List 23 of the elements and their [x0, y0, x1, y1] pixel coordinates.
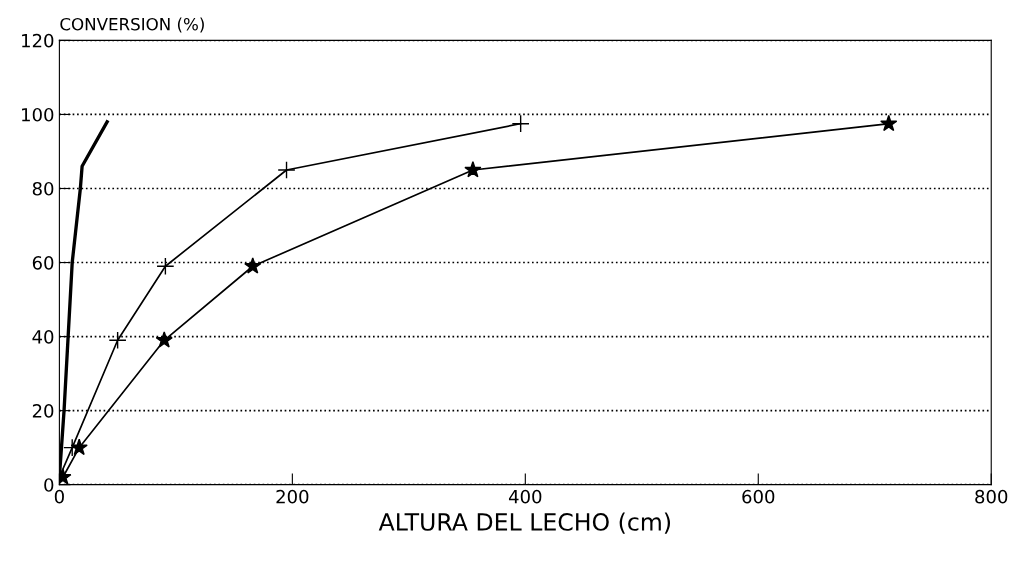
- point: [156, 257, 175, 276]
- y-tick-label: 100: [22, 107, 54, 122]
- y-tick-label: 80: [32, 181, 54, 196]
- point: [155, 331, 173, 348]
- point: [277, 160, 296, 180]
- y-tick-label: 120: [22, 33, 54, 48]
- point: [108, 331, 127, 350]
- point: [880, 114, 898, 132]
- y-tick-label: 20: [32, 404, 54, 418]
- x-tick-label: 0: [54, 489, 64, 504]
- x-tick-label: 600: [742, 489, 775, 504]
- x-axis-title: ALTURA DEL LECHO (cm): [378, 512, 671, 534]
- y-tick-label: 60: [32, 255, 54, 270]
- point: [464, 160, 482, 178]
- point: [70, 438, 88, 456]
- point: [511, 114, 530, 133]
- x-tick-label: 400: [508, 489, 542, 504]
- y-axis-title: CONVERSION (%): [60, 17, 204, 33]
- x-tick-label: 800: [975, 489, 1008, 504]
- point: [244, 257, 262, 274]
- x-tick-label: 200: [276, 489, 309, 504]
- y-tick-label: 40: [32, 330, 54, 344]
- y-tick-label: 0: [44, 478, 54, 492]
